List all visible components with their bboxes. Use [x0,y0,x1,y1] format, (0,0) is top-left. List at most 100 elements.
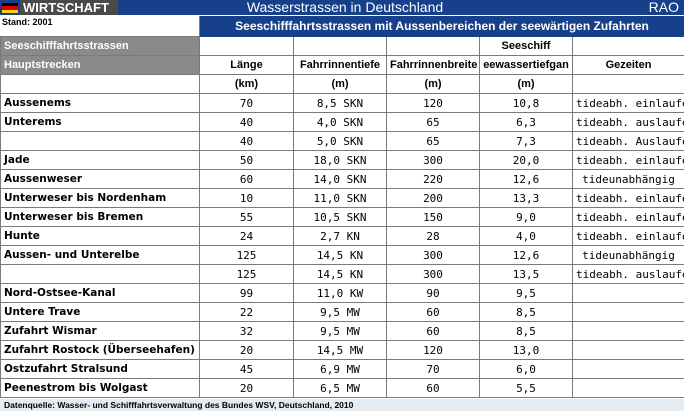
empty-cell [199,36,294,56]
table-row: Nord-Ostsee-Kanal 99 11,0 KW 90 9,5 [0,283,684,303]
stand-date: Stand: 2001 [2,17,53,27]
table-row: Aussenems 70 8,5 SKN 120 10,8 tideabh. einlau… [0,93,684,113]
cell-gezeiten: tideabh. einlaufend [572,93,684,113]
cell-gezeiten [572,359,684,379]
brand-label: RAO [648,0,679,15]
empty-cell [293,36,387,56]
cell-tiefgang: 13,0 [479,340,573,360]
cell-tiefe: 11,0 KW [293,283,387,303]
category-tag: WIRTSCHAFT [20,0,118,15]
empty-cell [572,36,684,56]
cell-tiefgang: 8,5 [479,321,573,341]
cell-laenge: 125 [199,264,294,284]
cell-tiefe: 14,5 KN [293,245,387,265]
cell-tiefe: 9,5 MW [293,302,387,322]
title-row: Seeschifffahrtsstrassen mit Aussenbereic… [0,16,684,37]
cell-laenge: 45 [199,359,294,379]
cell-tiefe: 5,0 SKN [293,131,387,151]
cell-gezeiten: tideabh. auslaufend [572,112,684,132]
flag-stripe-gold [2,9,18,13]
cell-laenge: 40 [199,131,294,151]
unit-gezeiten [572,74,684,94]
cell-tiefgang: 9,0 [479,207,573,227]
cell-tiefe: 9,5 MW [293,321,387,341]
cell-tiefgang: 20,0 [479,150,573,170]
waterway-name [0,264,200,284]
cell-tiefe: 2,7 KN [293,226,387,246]
top-bar: WIRTSCHAFT Wasserstrassen in Deutschland… [0,0,684,15]
cell-gezeiten [572,283,684,303]
cell-breite: 300 [386,264,480,284]
cell-breite: 60 [386,321,480,341]
waterway-name: Unterweser bis Bremen [0,207,200,227]
cell-gezeiten: tideabh. einlaufend [572,226,684,246]
cell-tiefe: 11,0 SKN [293,188,387,208]
table-row: Aussenweser 60 14,0 SKN 220 12,6 tideunabhäng… [0,169,684,189]
cell-breite: 60 [386,302,480,322]
germany-flag-icon [2,3,18,13]
waterway-name: Jade [0,150,200,170]
table-row: Zufahrt Rostock (Überseehafen) 20 14,5 MW 1… [0,340,684,360]
subsection-label: Hauptstrecken [0,55,200,75]
waterways-table: Seeschifffahrtsstrassen mit Aussenbereic… [0,16,684,398]
unit-breite: (m) [386,74,480,94]
waterway-name: Zufahrt Wismar [0,321,200,341]
cell-laenge: 20 [199,378,294,398]
cell-laenge: 40 [199,112,294,132]
column-header-row: Hauptstrecken Länge Fahrrinnentiefe Fahr… [0,55,684,75]
source-footer: Datenquelle: Wasser- und Schifffahrtsver… [0,399,684,411]
cell-tiefgang: 6,0 [479,359,573,379]
waterway-name: Aussen- und Unterelbe [0,245,200,265]
cell-breite: 300 [386,245,480,265]
cell-tiefgang: 9,5 [479,283,573,303]
waterway-name: Ostzufahrt Stralsund [0,359,200,379]
cell-breite: 65 [386,131,480,151]
cell-tiefe: 4,0 SKN [293,112,387,132]
cell-breite: 120 [386,93,480,113]
waterway-name: Aussenweser [0,169,200,189]
table-row: Unterweser bis Bremen 55 10,5 SKN 150 9,0 tid… [0,207,684,227]
cell-tiefgang: 7,3 [479,131,573,151]
cell-tiefe: 14,5 MW [293,340,387,360]
cell-gezeiten: tideabh. einlaufend [572,150,684,170]
cell-laenge: 60 [199,169,294,189]
cell-laenge: 10 [199,188,294,208]
cell-breite: 70 [386,359,480,379]
cell-laenge: 24 [199,226,294,246]
waterway-name: Unterweser bis Nordenham [0,188,200,208]
waterway-name: Hunte [0,226,200,246]
table-row: Aussen- und Unterelbe 125 14,5 KN 300 12,6 ti… [0,245,684,265]
seeschiff-label: Seeschiff [479,36,573,56]
table-row: Zufahrt Wismar 32 9,5 MW 60 8,5 [0,321,684,341]
unit-laenge: (km) [199,74,294,94]
waterway-name [0,131,200,151]
cell-gezeiten [572,378,684,398]
waterway-name: Nord-Ostsee-Kanal [0,283,200,303]
cell-laenge: 32 [199,321,294,341]
page-title: Wasserstrassen in Deutschland [246,0,444,15]
cell-breite: 60 [386,378,480,398]
cell-gezeiten: tideabh. auslaufend [572,264,684,284]
col-header-laenge: Länge [199,55,294,75]
cell-gezeiten: tideunabhängig [572,245,684,265]
cell-tiefgang: 8,5 [479,302,573,322]
section-row: Seeschifffahrtsstrassen Seeschiff [0,36,684,56]
cell-gezeiten: tideabh. einlaufend [572,207,684,227]
cell-gezeiten [572,340,684,360]
cell-tiefe: 6,5 MW [293,378,387,398]
empty-cell [0,74,200,94]
cell-laenge: 55 [199,207,294,227]
cell-breite: 65 [386,112,480,132]
table-title: Seeschifffahrtsstrassen mit Aussenbereic… [199,16,684,37]
flag-stripe-black [2,3,18,7]
cell-gezeiten: tideabh. einlaufend [572,188,684,208]
cell-tiefe: 18,0 SKN [293,150,387,170]
cell-breite: 300 [386,150,480,170]
unit-tiefe: (m) [293,74,387,94]
col-header-gezeiten: Gezeiten [572,55,684,75]
cell-tiefe: 14,0 SKN [293,169,387,189]
table-row: Peenestrom bis Wolgast 20 6,5 MW 60 5,5 [0,378,684,398]
